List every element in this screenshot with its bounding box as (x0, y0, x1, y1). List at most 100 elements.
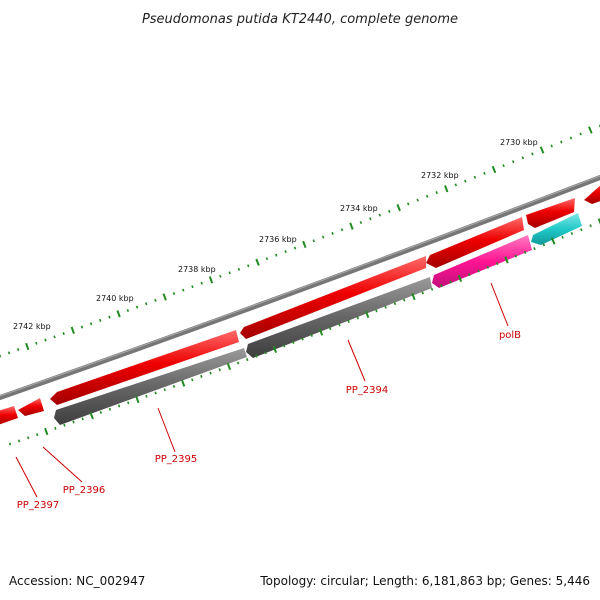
minor-tick (312, 239, 315, 243)
minor-tick (375, 309, 378, 313)
minor-tick (473, 175, 477, 179)
minor-tick (282, 344, 286, 348)
pseudogene-arrow (432, 235, 532, 288)
minor-tick (264, 351, 267, 355)
minor-tick (502, 164, 505, 168)
minor-tick (435, 191, 438, 195)
tick-label: 2738 kbp (178, 265, 216, 274)
cds-arrow (50, 330, 239, 405)
minor-tick (440, 284, 443, 288)
label-leader (347, 339, 366, 382)
rna-arrow (531, 213, 582, 245)
cds-arrow (0, 406, 18, 425)
minor-tick (16, 348, 20, 352)
minor-tick (237, 267, 241, 271)
minor-tick (191, 285, 194, 289)
minor-tick (338, 323, 341, 327)
major-tick (539, 146, 545, 154)
cds-arrow (426, 217, 524, 268)
minor-tick (356, 316, 360, 320)
minor-tick (406, 202, 410, 206)
tick-label: 2734 kbp (340, 204, 378, 213)
minor-tick (331, 232, 334, 235)
minor-tick (384, 305, 387, 309)
minor-tick (430, 287, 434, 291)
minor-tick (531, 152, 534, 156)
major-tick (25, 342, 30, 351)
gene-arrow (54, 348, 247, 425)
minor-tick (200, 374, 203, 378)
major-tick (411, 292, 416, 301)
outer-tick-ring (0, 124, 600, 358)
label-leader (15, 456, 38, 498)
minor-tick (340, 228, 344, 232)
minor-tick (579, 132, 582, 136)
minor-tick (247, 264, 250, 268)
major-tick (255, 258, 260, 266)
major-tick (491, 165, 497, 174)
major-tick (162, 293, 167, 301)
minor-tick (53, 335, 56, 339)
minor-tick (126, 309, 130, 312)
major-tick (44, 427, 49, 436)
accession-text: Accession: NC_002947 (9, 574, 145, 588)
minor-tick (99, 411, 103, 414)
minor-tick (145, 394, 148, 398)
major-tick (364, 310, 370, 319)
minor-tick (550, 144, 553, 148)
genome-summary-text: Topology: circular; Length: 6,181,863 bp… (259, 574, 590, 588)
major-tick (302, 240, 307, 249)
major-tick (597, 218, 600, 225)
minor-tick (310, 334, 313, 337)
gene-label-polB: polB (499, 330, 521, 341)
minor-tick (393, 302, 397, 306)
map-title: Pseudomonas putida KT2440, complete geno… (142, 12, 458, 27)
minor-tick (26, 436, 30, 440)
minor-tick (265, 257, 269, 261)
label-leader (490, 282, 509, 327)
minor-tick (72, 420, 75, 424)
minor-tick (62, 332, 65, 336)
minor-tick (89, 322, 93, 326)
cds-arrow (526, 198, 575, 228)
minor-tick (44, 338, 47, 342)
minor-tick (200, 281, 203, 285)
minor-tick (145, 302, 148, 306)
minor-tick (117, 404, 121, 408)
minor-tick (449, 280, 452, 284)
major-tick (396, 204, 401, 212)
gene-label-PP_2397: PP_2397 (17, 500, 60, 511)
minor-tick (569, 136, 573, 140)
minor-tick (127, 401, 130, 405)
cds-arrow (18, 398, 44, 416)
minor-tick (108, 315, 111, 319)
minor-tick (425, 194, 429, 198)
minor-tick (218, 368, 221, 372)
genome-backbone (0, 174, 600, 401)
minor-tick (402, 298, 406, 302)
minor-tick (514, 254, 518, 258)
minor-tick (533, 247, 536, 251)
tick-label: 2732 kbp (421, 171, 459, 180)
minor-tick (54, 426, 57, 430)
minor-tick (416, 198, 419, 202)
major-tick (70, 326, 75, 334)
gene-label-PP_2394: PP_2394 (346, 385, 389, 396)
minor-tick (542, 243, 546, 247)
label-leader (157, 407, 176, 453)
minor-tick (589, 224, 592, 228)
minor-tick (523, 250, 527, 254)
minor-tick (454, 183, 458, 187)
major-tick (226, 362, 232, 371)
minor-tick (421, 291, 424, 295)
minor-tick (8, 442, 12, 446)
minor-tick (108, 407, 112, 411)
minor-tick (99, 318, 102, 322)
minor-tick (209, 371, 212, 375)
major-tick (272, 345, 278, 353)
minor-tick (293, 246, 297, 250)
minor-tick (347, 320, 350, 323)
minor-tick (182, 288, 185, 292)
minor-tick (321, 235, 325, 239)
major-tick (349, 222, 354, 230)
